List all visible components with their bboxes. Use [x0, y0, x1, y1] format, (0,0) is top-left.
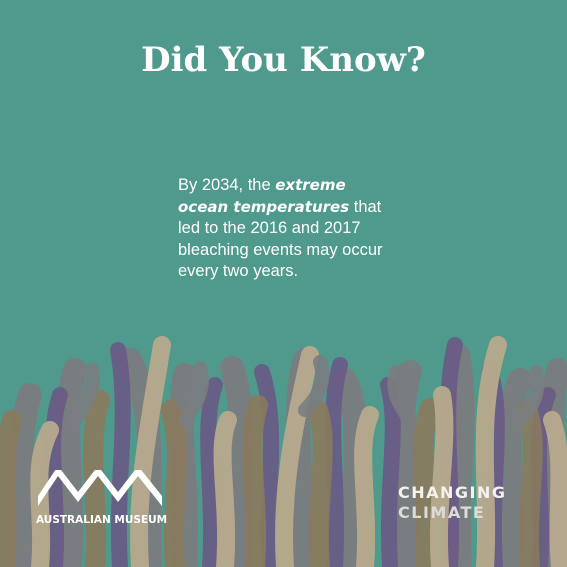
australian-museum-wordmark: AUSTRALIAN MUSEUM [36, 514, 168, 526]
changing-climate-line2: CLIMATE [398, 503, 486, 522]
changing-climate-logo: CHANGING CLIMATE [398, 483, 528, 523]
fact-text-part1: By 2034, the [178, 176, 276, 194]
fact-text-emphasis: extreme ocean temperatures [178, 176, 350, 216]
australian-museum-mark-icon [38, 470, 162, 506]
australian-museum-logo: AUSTRALIAN MUSEUM [36, 470, 168, 532]
page-title: Did You Know? [141, 40, 426, 80]
coral-brown-layer [0, 390, 543, 567]
changing-climate-line1: CHANGING [398, 483, 507, 502]
fact-text-part2: that led to the 2016 and 2017 bleaching … [178, 197, 383, 281]
fact-text: By 2034, the extreme ocean temperatures … [178, 175, 398, 283]
coral-front-layer [30, 336, 567, 567]
coral-branch-tips [68, 355, 545, 427]
